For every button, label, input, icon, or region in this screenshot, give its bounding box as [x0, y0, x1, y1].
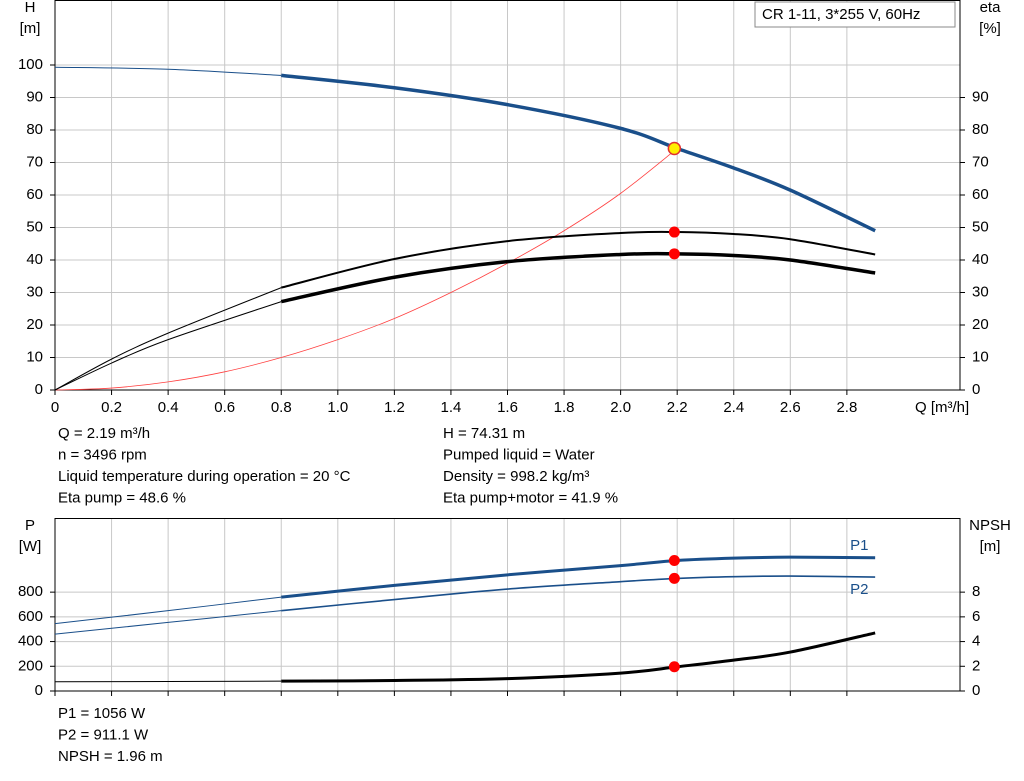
- x-tick-label: 0: [51, 399, 59, 416]
- y-tick-label: 200: [18, 657, 43, 674]
- curve: [281, 230, 876, 289]
- x-tick-label: 2.8: [836, 399, 857, 416]
- y-tick-label: 0: [35, 682, 43, 699]
- curve: [54, 148, 678, 391]
- x-tick-label: 2.2: [667, 399, 688, 416]
- y2-tick-label: 30: [972, 283, 989, 300]
- x-axis-label: Q [m³/h]: [915, 399, 969, 416]
- x-tick-label: 0.8: [271, 399, 292, 416]
- y2-tick-label: 60: [972, 186, 989, 203]
- y2-axis-unit: [m]: [980, 538, 1001, 555]
- curve: [280, 251, 876, 304]
- operating-point: [668, 661, 680, 673]
- y2-tick-label: 0: [972, 381, 980, 398]
- operating-point: [668, 226, 680, 238]
- y2-tick-label: 8: [972, 583, 980, 600]
- info-line: Liquid temperature during operation = 20…: [58, 468, 351, 485]
- x-tick-label: 2.6: [780, 399, 801, 416]
- info-line: NPSH = 1.96 m: [58, 748, 163, 765]
- y-axis-unit: [W]: [19, 538, 42, 555]
- y-tick-label: 800: [18, 583, 43, 600]
- y2-tick-label: 80: [972, 121, 989, 138]
- curve: [54, 680, 282, 683]
- curve: [54, 66, 282, 76]
- y2-tick-label: 40: [972, 251, 989, 268]
- y2-tick-label: 4: [972, 633, 980, 650]
- y-tick-label: 0: [35, 381, 43, 398]
- y-tick-label: 40: [26, 251, 43, 268]
- operating-point: [668, 248, 680, 260]
- info-line: Eta pump+motor = 41.9 %: [443, 489, 618, 506]
- operating-point: [668, 555, 680, 567]
- x-tick-label: 1.2: [384, 399, 405, 416]
- y2-tick-label: 10: [972, 348, 989, 365]
- operating-point: [668, 572, 680, 584]
- curve: [281, 73, 876, 233]
- x-tick-label: 1.4: [441, 399, 462, 416]
- series-label: P1: [850, 537, 868, 554]
- y-tick-label: 600: [18, 608, 43, 625]
- y2-axis-unit: [%]: [979, 20, 1001, 37]
- y-tick-label: 30: [26, 283, 43, 300]
- x-tick-label: 2.4: [723, 399, 744, 416]
- y-tick-label: 10: [26, 348, 43, 365]
- y2-tick-label: 90: [972, 88, 989, 105]
- info-line: P1 = 1056 W: [58, 705, 146, 722]
- x-tick-label: 1.6: [497, 399, 518, 416]
- model-label: CR 1-11, 3*255 V, 60Hz: [762, 6, 920, 23]
- y-tick-label: 80: [26, 121, 43, 138]
- x-tick-label: 1.0: [327, 399, 348, 416]
- y-tick-label: 60: [26, 186, 43, 203]
- x-tick-label: 2.0: [610, 399, 631, 416]
- y-tick-label: 70: [26, 153, 43, 170]
- y2-tick-label: 2: [972, 657, 980, 674]
- curve: [281, 631, 876, 683]
- y-tick-label: 20: [26, 316, 43, 333]
- curve: [54, 596, 282, 625]
- info-line: P2 = 911.1 W: [58, 726, 149, 743]
- model-box: [754, 1, 956, 28]
- y-axis-unit: [m]: [20, 20, 41, 37]
- y-tick-label: 100: [18, 56, 43, 73]
- y2-tick-label: 0: [972, 682, 980, 699]
- y-axis-label: P: [25, 517, 35, 534]
- info-line: Pumped liquid = Water: [443, 446, 595, 463]
- y2-tick-label: 6: [972, 608, 980, 625]
- y-tick-label: 90: [26, 88, 43, 105]
- info-line: H = 74.31 m: [443, 425, 525, 442]
- curve: [281, 555, 876, 599]
- operating-point: [667, 141, 682, 156]
- y-tick-label: 50: [26, 218, 43, 235]
- series-label: P2: [850, 581, 868, 598]
- curve: [54, 610, 282, 635]
- x-tick-label: 1.8: [554, 399, 575, 416]
- y2-tick-label: 70: [972, 153, 989, 170]
- curve: [281, 575, 876, 612]
- info-line: n = 3496 rpm: [58, 446, 147, 463]
- y2-tick-label: 20: [972, 316, 989, 333]
- info-line: Density = 998.2 kg/m³: [443, 468, 589, 485]
- curve: [54, 301, 282, 391]
- y-axis-label: H: [25, 0, 36, 16]
- y2-axis-label: eta: [980, 0, 1002, 16]
- info-line: Q = 2.19 m³/h: [58, 425, 150, 442]
- x-tick-label: 0.6: [214, 399, 235, 416]
- x-tick-label: 0.2: [101, 399, 122, 416]
- info-line: Eta pump = 48.6 %: [58, 489, 186, 506]
- y-tick-label: 400: [18, 633, 43, 650]
- curve: [54, 287, 282, 391]
- y2-axis-label: NPSH: [969, 517, 1011, 534]
- x-tick-label: 0.4: [158, 399, 179, 416]
- y2-tick-label: 50: [972, 218, 989, 235]
